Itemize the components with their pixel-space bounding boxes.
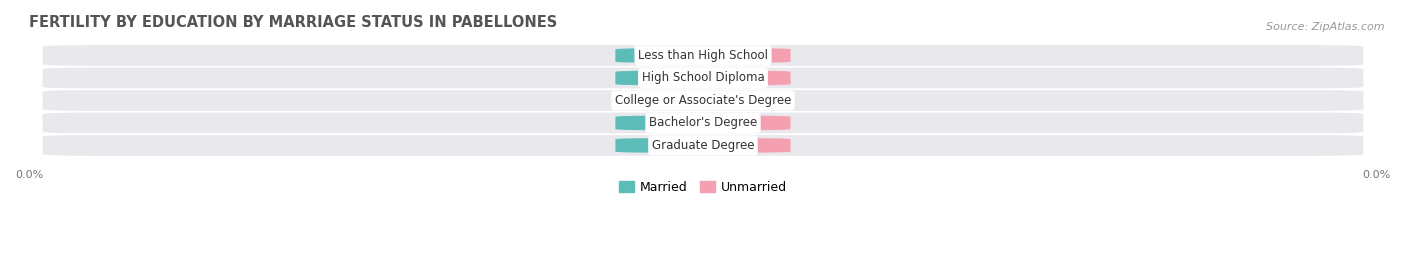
FancyBboxPatch shape xyxy=(42,135,1364,156)
Text: 0.0%: 0.0% xyxy=(648,118,678,128)
FancyBboxPatch shape xyxy=(616,71,710,85)
FancyBboxPatch shape xyxy=(616,138,710,153)
FancyBboxPatch shape xyxy=(696,71,790,85)
FancyBboxPatch shape xyxy=(42,68,1364,88)
FancyBboxPatch shape xyxy=(42,113,1364,133)
Legend: Married, Unmarried: Married, Unmarried xyxy=(613,176,793,199)
Text: Graduate Degree: Graduate Degree xyxy=(652,139,754,152)
Text: 0.0%: 0.0% xyxy=(728,95,758,105)
Text: High School Diploma: High School Diploma xyxy=(641,72,765,84)
Text: 0.0%: 0.0% xyxy=(648,95,678,105)
FancyBboxPatch shape xyxy=(616,116,710,130)
Text: 0.0%: 0.0% xyxy=(728,51,758,61)
FancyBboxPatch shape xyxy=(696,48,790,63)
FancyBboxPatch shape xyxy=(696,116,790,130)
Text: 0.0%: 0.0% xyxy=(648,140,678,150)
Text: 0.0%: 0.0% xyxy=(728,73,758,83)
Text: FERTILITY BY EDUCATION BY MARRIAGE STATUS IN PABELLONES: FERTILITY BY EDUCATION BY MARRIAGE STATU… xyxy=(30,15,557,30)
FancyBboxPatch shape xyxy=(42,45,1364,66)
Text: College or Associate's Degree: College or Associate's Degree xyxy=(614,94,792,107)
FancyBboxPatch shape xyxy=(616,93,710,108)
FancyBboxPatch shape xyxy=(696,93,790,108)
FancyBboxPatch shape xyxy=(616,48,710,63)
FancyBboxPatch shape xyxy=(42,90,1364,111)
Text: 0.0%: 0.0% xyxy=(648,51,678,61)
Text: Less than High School: Less than High School xyxy=(638,49,768,62)
Text: Bachelor's Degree: Bachelor's Degree xyxy=(650,116,756,129)
FancyBboxPatch shape xyxy=(696,138,790,153)
Text: 0.0%: 0.0% xyxy=(728,140,758,150)
Text: Source: ZipAtlas.com: Source: ZipAtlas.com xyxy=(1267,22,1385,31)
Text: 0.0%: 0.0% xyxy=(648,73,678,83)
Text: 0.0%: 0.0% xyxy=(728,118,758,128)
